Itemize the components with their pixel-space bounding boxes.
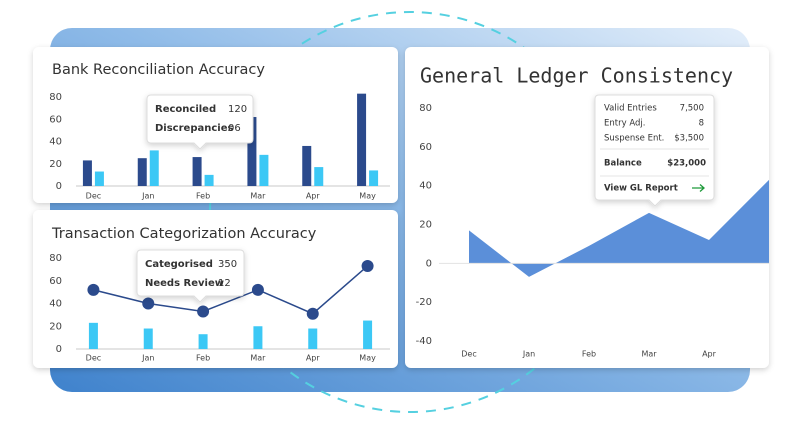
y-tick-label: 40 <box>419 181 432 192</box>
y-tick-label: 80 <box>49 253 62 264</box>
y-tick-label: 20 <box>49 159 62 170</box>
line-point <box>87 283 100 296</box>
x-tick-label: Dec <box>461 350 476 359</box>
x-tick-label: Jan <box>522 350 535 359</box>
tooltip-total-value: $23,000 <box>667 159 706 169</box>
arrow-icon <box>692 184 705 192</box>
area <box>469 179 769 277</box>
tooltip-label: Suspense Ent. <box>604 134 664 144</box>
bar <box>88 322 98 349</box>
x-tick-label: Mar <box>250 192 266 201</box>
x-tick-label: Dec <box>86 192 101 201</box>
bar <box>143 328 153 349</box>
x-tick-label: Jan <box>141 192 154 201</box>
tooltip-value: 7,500 <box>680 104 704 114</box>
y-tick-label: 40 <box>49 137 62 148</box>
tooltip-value: $3,500 <box>674 134 704 144</box>
bar <box>369 170 379 186</box>
x-tick-label: Apr <box>306 192 321 201</box>
bar <box>314 167 324 186</box>
tooltip-box <box>594 94 715 207</box>
line-point <box>306 307 319 320</box>
line-point <box>251 283 264 296</box>
bar <box>357 93 367 186</box>
x-tick-label: Apr <box>702 350 717 359</box>
line <box>93 265 369 315</box>
tooltip-value: 120 <box>228 104 247 115</box>
bar <box>308 328 318 349</box>
tooltip-label: Valid Entries <box>604 104 657 114</box>
y-tick-label: 60 <box>49 114 62 125</box>
tooltip-total-label: Balance <box>604 159 642 169</box>
bar <box>82 160 92 186</box>
tooltip-value: 06 <box>228 123 241 134</box>
x-tick-label: Feb <box>196 192 210 201</box>
chart-title: General Ledger Consistency <box>420 64 733 88</box>
y-tick-label: 60 <box>419 142 432 153</box>
tooltip-label: Needs Review <box>145 278 224 289</box>
y-tick-label: 20 <box>49 321 62 332</box>
line-point <box>197 305 210 318</box>
y-tick-label: 20 <box>419 220 432 231</box>
x-tick-label: Feb <box>196 354 210 363</box>
tooltip-link[interactable]: View GL Report <box>604 184 678 194</box>
y-tick-label: 0 <box>426 258 432 269</box>
bar <box>302 145 312 186</box>
y-tick-label: 80 <box>49 92 62 103</box>
x-tick-label: Mar <box>641 350 657 359</box>
line-point <box>142 297 155 310</box>
bar <box>192 157 202 186</box>
y-tick-label: 0 <box>56 181 62 192</box>
line-point <box>361 259 374 272</box>
bar <box>137 158 147 186</box>
tooltip-label: Entry Adj. <box>604 119 645 129</box>
tooltip-value: 12 <box>218 278 231 289</box>
y-tick-label: -40 <box>416 336 432 347</box>
chart-title: Bank Reconciliation Accuracy <box>52 62 265 78</box>
y-tick-label: -20 <box>416 297 432 308</box>
y-tick-label: 60 <box>49 276 62 287</box>
tooltip-box <box>146 94 254 150</box>
x-tick-label: May <box>359 192 376 201</box>
y-tick-label: 40 <box>49 299 62 310</box>
bar <box>259 154 269 186</box>
x-tick-label: Dec <box>86 354 101 363</box>
bar <box>363 320 373 349</box>
tooltip-value: 350 <box>218 259 237 270</box>
card <box>405 47 769 368</box>
tooltip-value: 8 <box>699 119 704 129</box>
bar <box>149 150 159 186</box>
chart-title: Transaction Categorization Accuracy <box>51 226 317 242</box>
bar <box>198 334 208 349</box>
tooltip-box <box>136 249 245 303</box>
x-tick-label: May <box>359 354 376 363</box>
bar <box>253 326 263 349</box>
bar <box>204 174 214 186</box>
y-tick-label: 80 <box>419 103 432 114</box>
x-tick-label: Mar <box>250 354 266 363</box>
tooltip-label: Categorised <box>145 259 213 270</box>
tooltip-label: Discrepancies <box>155 123 233 134</box>
tooltip-label: Reconciled <box>155 104 216 115</box>
x-tick-label: Apr <box>306 354 321 363</box>
y-tick-label: 0 <box>56 344 62 355</box>
bar <box>247 117 257 186</box>
bar <box>94 171 104 186</box>
x-tick-label: Jan <box>141 354 154 363</box>
x-tick-label: Feb <box>582 350 596 359</box>
